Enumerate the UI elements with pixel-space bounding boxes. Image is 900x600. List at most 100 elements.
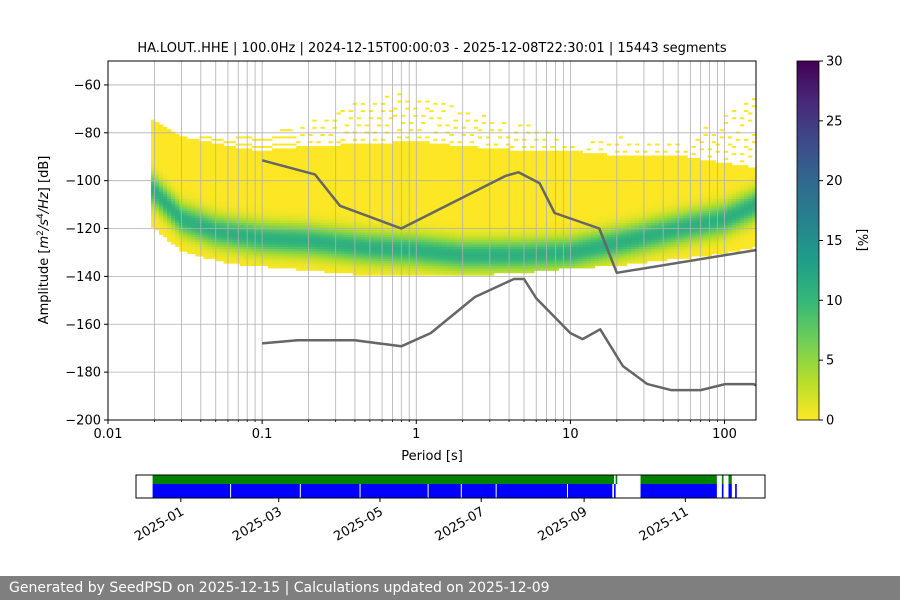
- density-cell: [368, 172, 374, 176]
- density-cell: [413, 203, 418, 207]
- density-cell: [421, 193, 426, 197]
- density-cell: [364, 220, 370, 223]
- density-cell: [219, 215, 224, 219]
- density-cell: [413, 239, 418, 243]
- density-cell: [421, 157, 426, 161]
- density-cell: [401, 181, 406, 185]
- density-cell: [417, 177, 422, 180]
- density-cell: [376, 174, 382, 178]
- density-cell: [263, 215, 269, 219]
- density-cell: [288, 198, 293, 202]
- density-cell: [159, 174, 164, 178]
- density-cell: [489, 220, 495, 223]
- density-cell: [195, 210, 200, 214]
- density-cell: [425, 215, 430, 219]
- density-cell: [320, 251, 325, 255]
- density-cell: [372, 248, 378, 252]
- density-cell: [155, 143, 160, 147]
- density-cell: [417, 160, 422, 164]
- density-cell: [247, 217, 253, 221]
- density-cell: [421, 263, 426, 267]
- density-cell: [159, 186, 164, 190]
- density-cell: [271, 167, 277, 171]
- density-cell: [441, 232, 446, 235]
- density-cell: [195, 222, 200, 226]
- density-cell: [159, 205, 164, 209]
- density-cell: [288, 239, 293, 243]
- density-cell: [372, 172, 378, 176]
- density-cell: [239, 239, 245, 243]
- density-cell: [308, 239, 313, 243]
- density-cell: [308, 162, 313, 166]
- density-cell: [477, 174, 483, 178]
- density-cell: [247, 153, 253, 156]
- density-cell: [477, 129, 483, 132]
- density-cell: [296, 181, 301, 185]
- density-cell: [413, 201, 418, 204]
- density-cell: [505, 198, 511, 202]
- density-cell: [364, 174, 370, 178]
- density-cell: [316, 246, 321, 250]
- density-cell: [401, 198, 406, 202]
- density-cell: [437, 220, 442, 223]
- density-cell: [284, 203, 289, 207]
- density-cell: [251, 174, 257, 178]
- density-cell: [376, 157, 382, 161]
- density-cell: [247, 155, 253, 159]
- density-cell: [505, 268, 511, 271]
- density-cell: [187, 145, 192, 149]
- density-cell: [465, 196, 471, 200]
- density-cell: [175, 220, 180, 223]
- density-cell: [267, 167, 273, 171]
- density-cell: [493, 177, 499, 180]
- density-cell: [263, 145, 269, 148]
- density-cell: [251, 177, 257, 180]
- density-cell: [372, 253, 378, 257]
- density-cell: [155, 153, 160, 156]
- density-cell: [280, 193, 285, 197]
- density-cell: [429, 201, 434, 204]
- density-cell: [441, 172, 446, 176]
- density-cell: [316, 258, 321, 262]
- density-cell: [296, 239, 301, 243]
- density-cell: [397, 143, 402, 147]
- density-cell: [392, 258, 398, 262]
- density-cell: [336, 224, 341, 228]
- density-cell: [247, 167, 253, 171]
- density-cell: [296, 172, 301, 176]
- density-cell: [227, 160, 233, 164]
- density-cell: [308, 198, 313, 202]
- density-cell: [223, 241, 228, 245]
- density-cell: [316, 239, 321, 243]
- density-cell: [505, 246, 511, 250]
- density-cell: [437, 191, 442, 195]
- density-cell: [247, 232, 253, 235]
- density-cell: [388, 205, 394, 209]
- density-cell: [485, 174, 491, 178]
- density-cell: [372, 201, 378, 204]
- density-cell: [187, 198, 192, 202]
- density-cell: [336, 270, 341, 274]
- density-cell: [493, 260, 499, 264]
- density-cell: [296, 265, 301, 269]
- density-cell: [461, 126, 466, 129]
- density-cell: [433, 239, 438, 243]
- density-cell: [368, 258, 374, 262]
- density-cell: [453, 260, 458, 264]
- density-cell: [469, 258, 475, 262]
- density-cell: [356, 167, 362, 171]
- density-cell: [211, 208, 216, 211]
- density-cell: [276, 232, 281, 235]
- density-cell: [223, 203, 228, 207]
- density-cell: [271, 222, 277, 226]
- density-cell: [425, 184, 430, 188]
- density-cell: [449, 134, 454, 136]
- density-cell: [376, 169, 382, 173]
- density-cell: [469, 232, 475, 235]
- density-cell: [449, 181, 454, 185]
- density-cell: [267, 203, 273, 207]
- density-cell: [167, 129, 172, 132]
- density-cell: [271, 205, 277, 209]
- density-cell: [409, 217, 414, 221]
- density-cell: [163, 162, 168, 166]
